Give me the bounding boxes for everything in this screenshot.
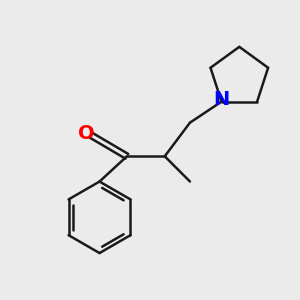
Text: N: N — [213, 90, 230, 110]
Text: O: O — [78, 124, 94, 143]
